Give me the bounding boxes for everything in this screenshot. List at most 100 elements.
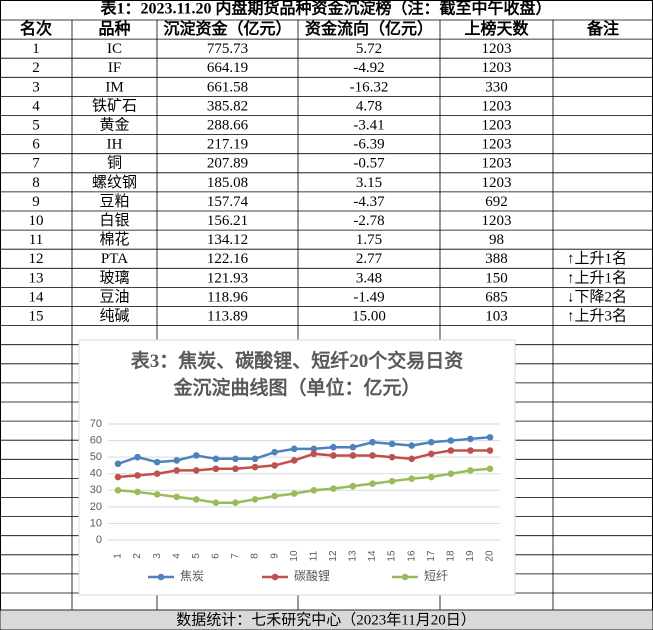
cell: 13: [29, 270, 44, 286]
cell: 385.82: [207, 98, 248, 114]
cell: 775.73: [207, 41, 248, 57]
cell: ↑上升1名: [567, 250, 627, 267]
cell: 4.78: [356, 98, 382, 114]
cell: 134.12: [207, 232, 248, 248]
cell: 铁矿石: [92, 97, 137, 114]
cell: -4.92: [353, 60, 384, 76]
cell: 豆粕: [99, 193, 129, 210]
cell: 3.48: [356, 270, 382, 286]
point: [114, 486, 122, 494]
x-tick-label: 16: [406, 550, 417, 562]
x-tick-label: 1: [113, 553, 124, 559]
legend-marker: [157, 573, 165, 581]
cell: 3.15: [356, 175, 382, 191]
point: [467, 467, 474, 474]
legend-label: 短纤: [424, 569, 448, 583]
legend-label: 焦炭: [180, 569, 204, 583]
cell: IM: [105, 79, 123, 95]
cell: 1203: [482, 98, 512, 114]
chart-title: 表3：焦炭、碳酸锂、短纤20个交易日资金沉淀曲线图（单位：亿元）: [130, 351, 464, 399]
cell: 1203: [482, 156, 512, 172]
cell: 15.00: [352, 308, 386, 324]
cell: 黄金: [99, 116, 129, 133]
cell: 118.96: [207, 289, 248, 305]
x-tick-label: 19: [465, 550, 476, 562]
point: [349, 482, 357, 490]
cell: -6.39: [353, 137, 384, 153]
y-tick-label: 30: [90, 484, 102, 496]
point: [134, 472, 141, 479]
point: [330, 485, 337, 492]
point: [153, 458, 161, 466]
cell: 121.93: [207, 270, 248, 286]
y-tick-label: 20: [90, 501, 102, 513]
cell: 1203: [482, 117, 512, 133]
cell: 9: [32, 194, 40, 210]
point: [369, 452, 376, 459]
y-tick-label: 70: [90, 418, 102, 430]
cell: 207.89: [207, 156, 248, 172]
legend-marker: [271, 573, 279, 581]
cell: 豆油: [99, 288, 129, 305]
column-header: 资金流向（亿元）: [305, 19, 433, 38]
point: [134, 453, 141, 461]
point: [290, 490, 298, 497]
footer: 数据统计：七禾研究中心（2023年11月20日）: [176, 611, 475, 628]
point: [330, 452, 337, 459]
cell: 185.08: [207, 175, 248, 191]
point: [271, 448, 278, 456]
cell: 2.77: [356, 251, 383, 267]
point: [447, 437, 455, 444]
point: [486, 465, 494, 473]
cell: -4.37: [353, 194, 385, 210]
point: [232, 499, 239, 507]
point: [427, 450, 435, 458]
point: [467, 435, 474, 443]
x-tick-label: 13: [348, 550, 359, 562]
point: [486, 433, 494, 441]
point: [369, 438, 376, 446]
point: [153, 491, 161, 498]
cell: 1203: [482, 175, 512, 191]
cell: 2: [32, 60, 40, 76]
point: [153, 470, 161, 478]
cell: 螺纹钢: [92, 174, 137, 191]
footer-bg: [0, 609, 653, 630]
point: [251, 463, 259, 471]
point: [193, 467, 200, 474]
cell: 1.75: [356, 232, 382, 248]
column-header: 品种: [98, 19, 130, 38]
x-tick-label: 20: [485, 550, 496, 562]
cell: 692: [485, 194, 508, 210]
cell: 4: [32, 98, 40, 114]
column-header: 上榜天数: [464, 19, 529, 38]
x-tick-label: 10: [289, 550, 300, 562]
cell: 1: [32, 41, 40, 57]
cell: 156.21: [207, 213, 248, 229]
cell: 8: [32, 175, 40, 191]
y-tick-label: 60: [90, 434, 102, 446]
point: [349, 443, 357, 451]
cell: 铜: [107, 155, 122, 172]
cell: 10: [29, 213, 44, 229]
point: [212, 465, 220, 473]
x-tick-label: 4: [171, 553, 182, 559]
cell: 1203: [482, 60, 512, 76]
cell: 3: [32, 79, 40, 95]
cell: PTA: [101, 251, 128, 267]
cell: 122.16: [207, 251, 249, 267]
column-header: 名次: [20, 19, 52, 38]
point: [251, 455, 259, 463]
x-tick-label: 8: [250, 553, 261, 559]
y-tick-label: 40: [90, 468, 102, 480]
point: [212, 455, 220, 463]
cell: 103: [485, 308, 508, 324]
point: [427, 473, 435, 481]
x-tick-label: 15: [387, 550, 398, 562]
point: [408, 442, 415, 449]
cell: 5: [32, 117, 40, 133]
point: [173, 457, 181, 464]
cell: 98: [489, 232, 504, 248]
cell: 7: [32, 156, 40, 172]
